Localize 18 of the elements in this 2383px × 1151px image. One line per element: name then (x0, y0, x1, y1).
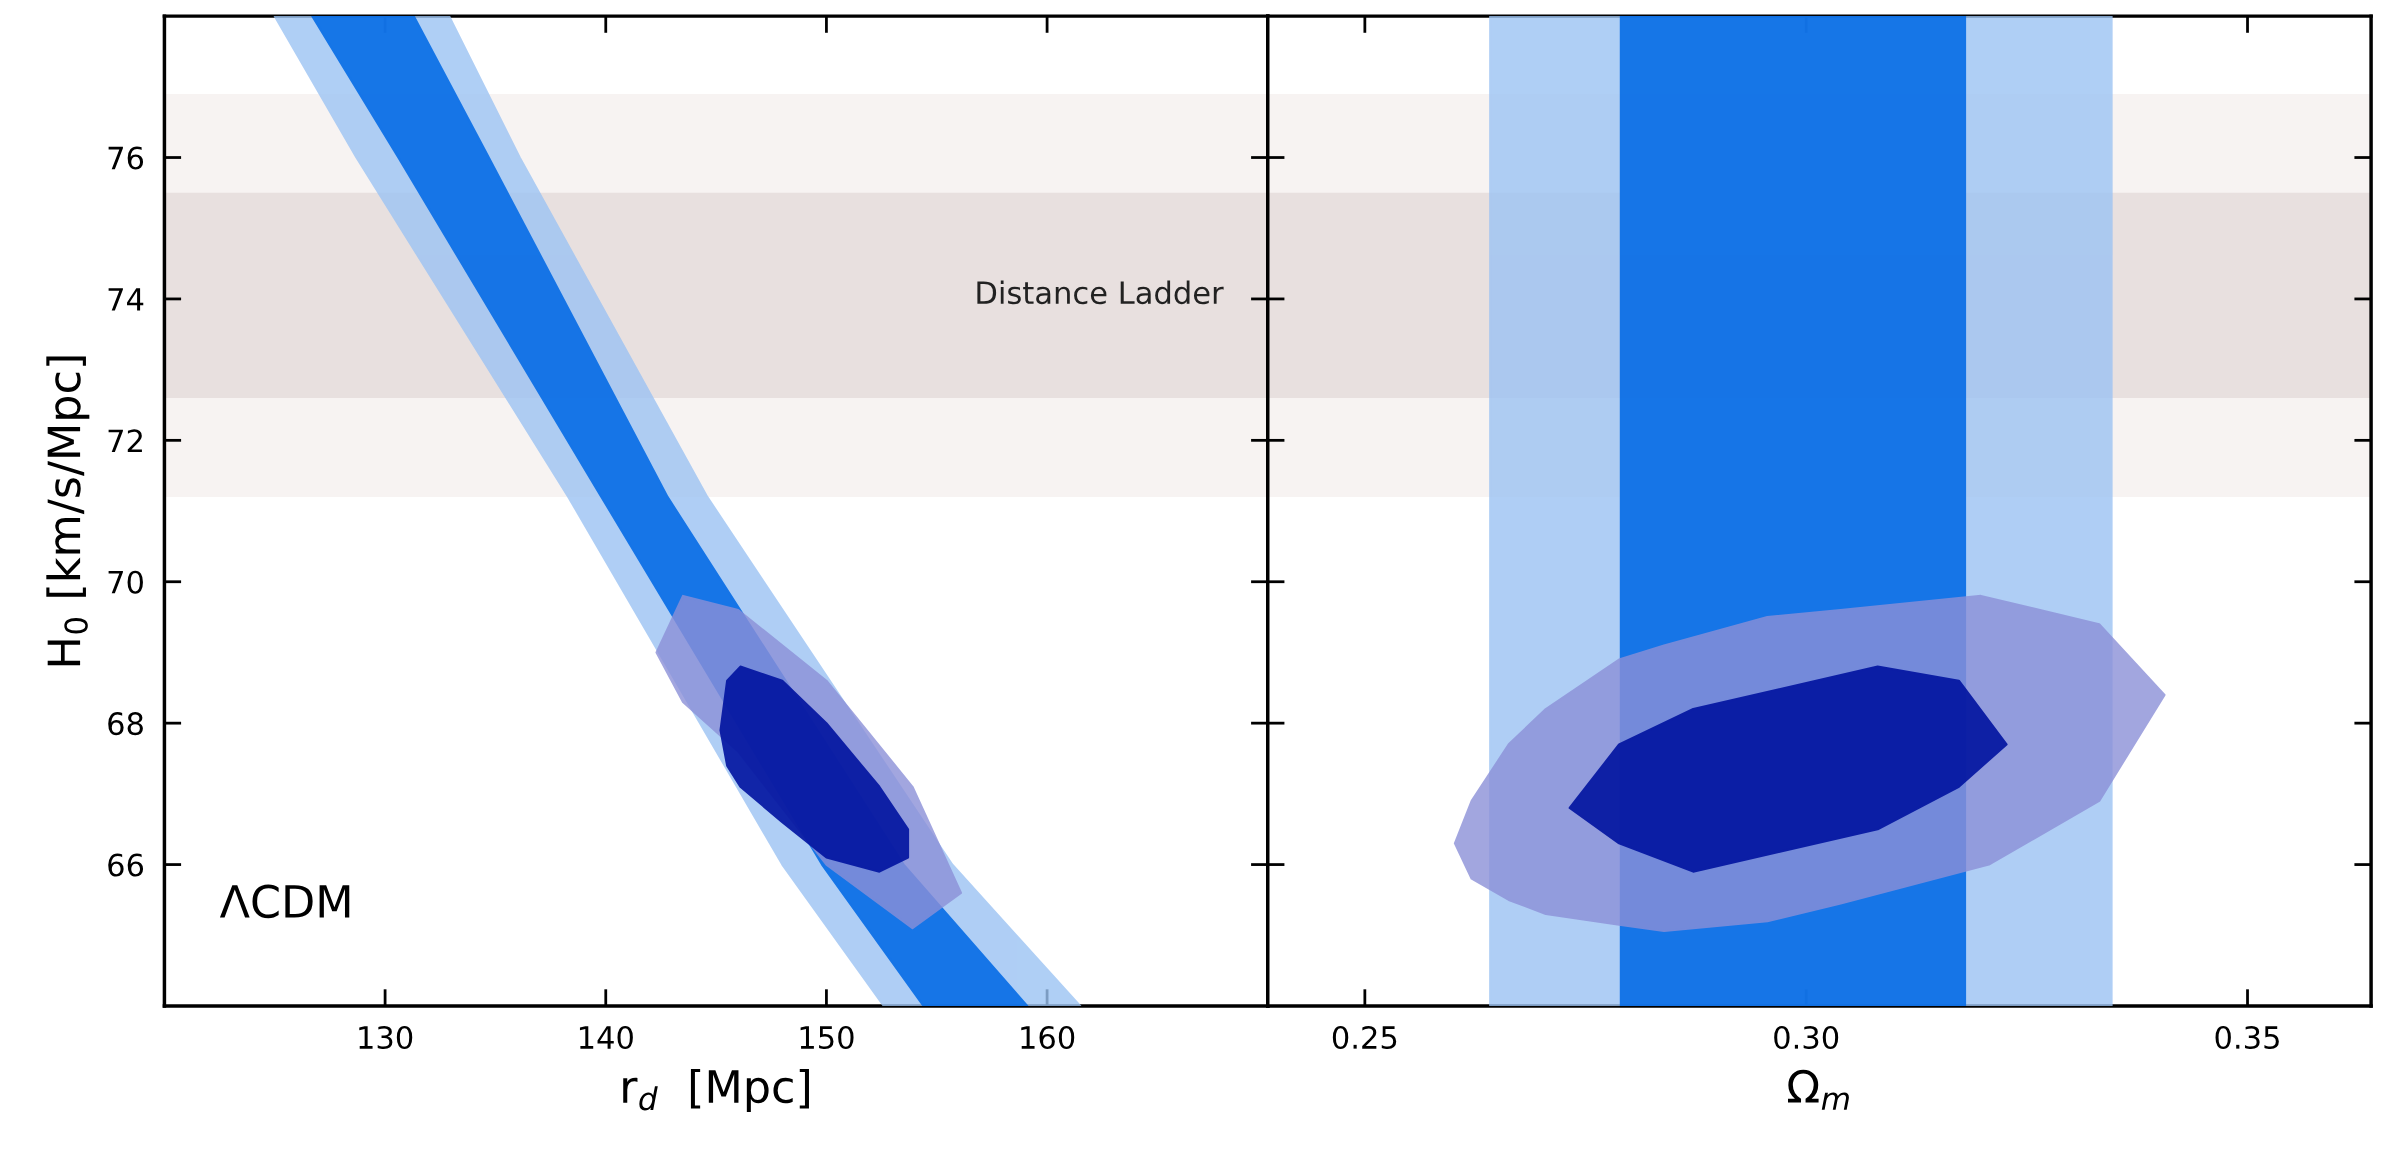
x-tick-label: 0.30 (1774, 1025, 1839, 1050)
y-tick-label: 66 (108, 853, 144, 877)
x-tick-label: 150 (800, 1025, 854, 1050)
y-tick-label: 72 (108, 429, 142, 452)
y-tick-label: 76 (108, 146, 144, 170)
y-tick-label: 70 (108, 570, 143, 594)
x-axis-title: r$_{d}$ [Mpc] (623, 1068, 809, 1112)
x-tick-label: 0.35 (2215, 1025, 2279, 1050)
x-tick-label: 160 (1021, 1025, 1075, 1050)
x-tick-label: 140 (579, 1025, 633, 1050)
x-tick-label: 130 (359, 1025, 413, 1050)
band-label: Distance Ladder (977, 280, 1224, 305)
annotation: ΛCDM (219, 884, 350, 919)
x-tick-label: 0.25 (1332, 1025, 1397, 1050)
y-tick-label: 74 (108, 288, 144, 311)
y-tick-label: 68 (108, 712, 143, 736)
x-axis-title: Ω$_{m}$ (1788, 1069, 1849, 1110)
y-axis-title: H$_{0}$ [km/s/Mpc] (46, 356, 90, 666)
